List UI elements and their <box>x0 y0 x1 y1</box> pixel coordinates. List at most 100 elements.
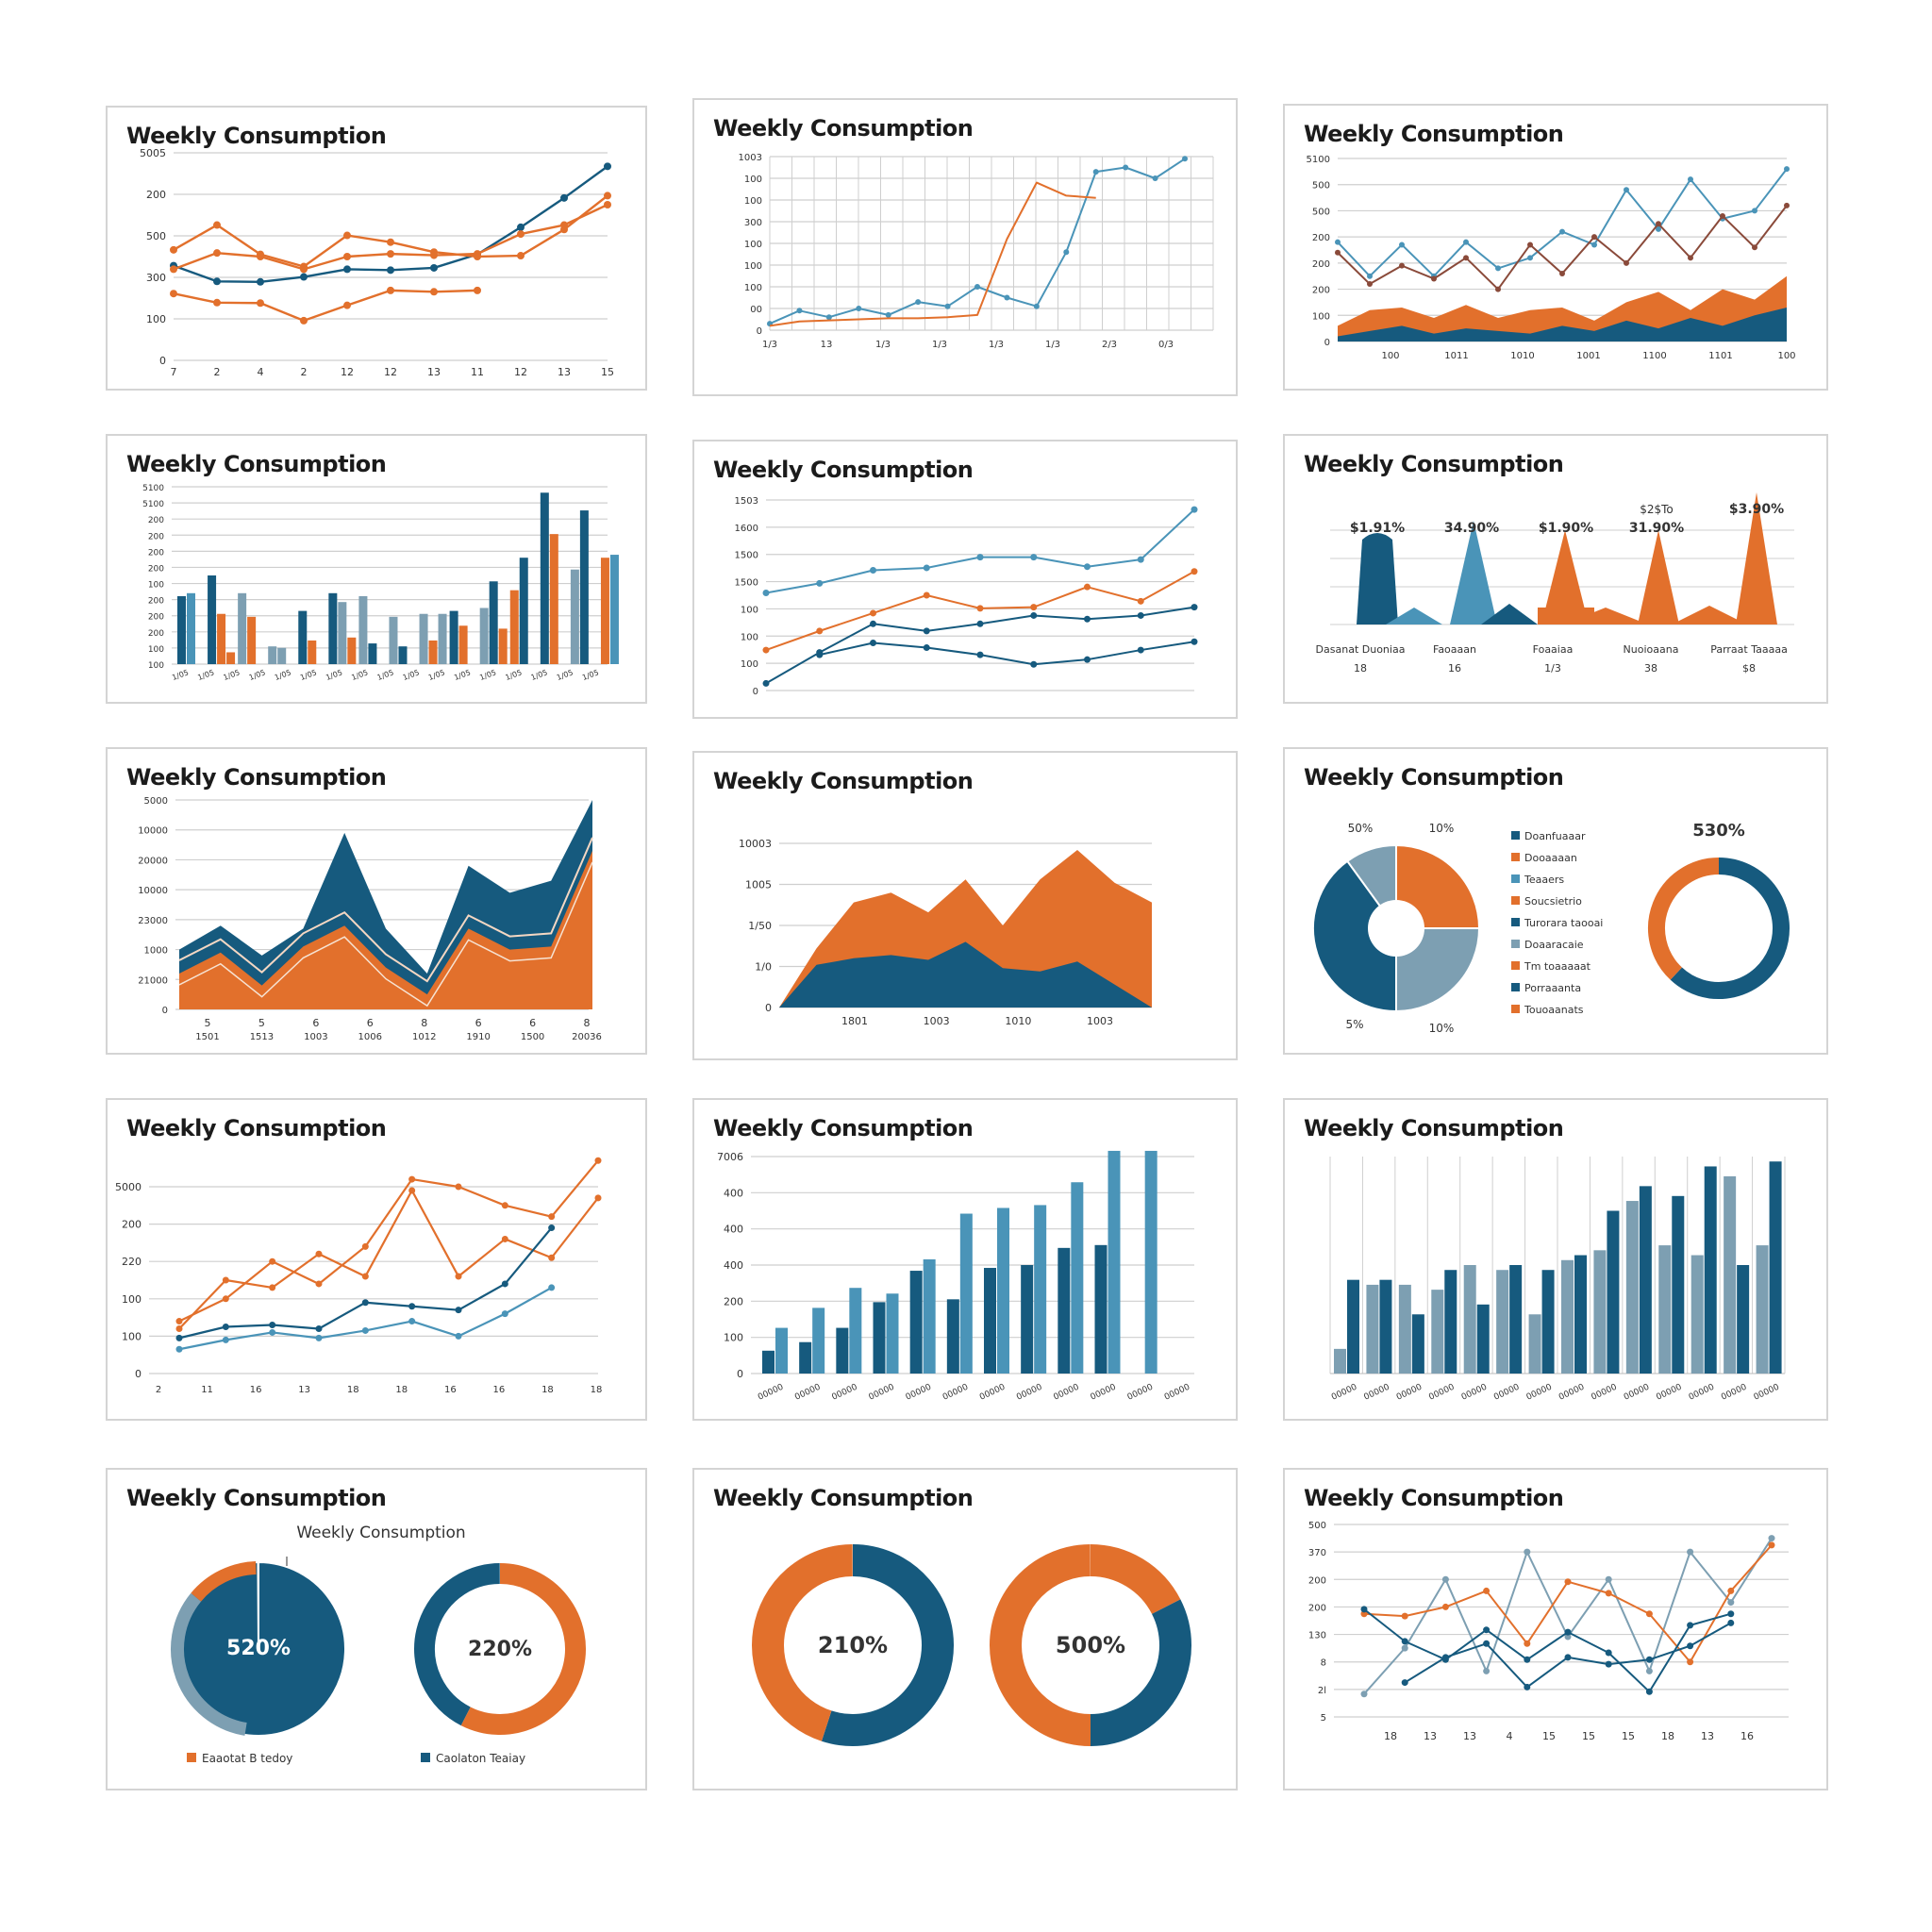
y-tick-label: 5100 <box>142 500 164 509</box>
donut-segment <box>1090 1599 1191 1746</box>
chart-title: Weekly Consumption <box>126 764 387 791</box>
x-tick-label: 1/3 <box>762 340 777 350</box>
y-tick-label: 200 <box>148 597 164 607</box>
legend-swatch <box>1511 918 1520 926</box>
series-line <box>765 606 1195 685</box>
data-point <box>175 1334 183 1341</box>
legend-swatch <box>1511 1005 1520 1013</box>
peak-area <box>1450 521 1497 625</box>
y-tick-label: 5 <box>1321 1713 1326 1724</box>
bar <box>799 1341 812 1374</box>
x-tick-label: 00000 <box>905 1382 933 1402</box>
data-point <box>517 252 525 260</box>
x-tick-label: 00000 <box>1427 1382 1456 1402</box>
x-tick-label: 1/3 <box>1045 340 1060 350</box>
x-tick-label: 00000 <box>1492 1382 1521 1402</box>
bar <box>1476 1304 1490 1374</box>
data-point <box>1727 1619 1735 1626</box>
bar <box>187 592 195 664</box>
x-tick-label: 00000 <box>1557 1382 1586 1402</box>
data-point <box>1656 221 1661 227</box>
x-tick-label: 00000 <box>1163 1382 1191 1402</box>
peak-area <box>1541 530 1589 625</box>
pie-slice <box>1312 859 1397 1013</box>
bar <box>570 569 579 664</box>
data-point <box>1687 1658 1694 1666</box>
y-tick-label: 0 <box>765 1002 772 1014</box>
data-point <box>1063 249 1070 256</box>
bar <box>347 637 357 664</box>
data-point <box>343 231 351 240</box>
bar <box>549 534 558 664</box>
x-tick-label: 1/05 <box>530 668 549 682</box>
data-point <box>1123 164 1129 171</box>
data-point <box>1727 1599 1735 1607</box>
data-point <box>387 266 394 275</box>
bar <box>886 1293 899 1374</box>
x-tick-label: 00000 <box>1395 1382 1424 1402</box>
bar <box>1561 1259 1574 1374</box>
data-point <box>315 1280 323 1288</box>
data-point <box>430 288 438 296</box>
y-tick-label: 200 <box>148 516 164 525</box>
bar <box>600 558 609 664</box>
bar <box>1672 1195 1685 1374</box>
data-point <box>1768 1541 1775 1549</box>
data-point <box>1688 176 1693 183</box>
bar <box>238 592 247 664</box>
data-point <box>1367 273 1373 279</box>
data-point <box>923 564 930 572</box>
x-tick-label: 1/05 <box>478 668 497 682</box>
data-point <box>762 679 770 687</box>
data-label: 31.90% <box>1629 521 1684 536</box>
x-tick-label: 1011 <box>1444 351 1468 361</box>
x-tick-label: 1/05 <box>248 668 267 682</box>
category-label: Faoaaan <box>1433 643 1476 656</box>
x-tick-label: 1/05 <box>350 668 369 682</box>
x-tick-label: 1012 <box>412 1032 436 1042</box>
data-label: $1.91% <box>1350 521 1405 536</box>
chart-card-13: Weekly Consumption 520% Weekly Consumption… <box>106 1468 647 1790</box>
y-tick-label: 200 <box>1308 1603 1326 1613</box>
peak-area <box>1638 530 1679 625</box>
data-point <box>885 311 891 318</box>
y-tick-label: 1003 <box>739 153 762 163</box>
y-tick-label: 400 <box>724 1259 743 1272</box>
chart-svg: 0 1/0 1/50 1005 10003 1801 1003 1010 1003 <box>739 838 1152 1027</box>
y-tick-label: 100 <box>744 175 762 185</box>
data-point <box>560 193 568 202</box>
y-tick-label: 100 <box>122 1330 142 1342</box>
series-line <box>178 1286 553 1351</box>
y-tick-label: 300 <box>744 218 762 228</box>
chart-card-8: Weekly Consumption 0 1/0 1/50 1005 10003 1801 1… <box>692 751 1238 1060</box>
data-point <box>455 1183 462 1191</box>
bar <box>438 613 447 664</box>
data-point <box>455 1332 462 1340</box>
x-tick-label: 00000 <box>1655 1382 1683 1402</box>
x-tick-label: 1010 <box>1510 351 1534 361</box>
bar <box>398 646 408 664</box>
y-tick-label: 00 <box>750 305 762 315</box>
chart-title: Weekly Consumption <box>126 451 387 477</box>
x-tick-label: 1/05 <box>402 668 421 682</box>
x-tick-label: 12 <box>514 366 527 378</box>
chart-card-6: Weekly Consumption $1.91% 34.90% $1.90% 31.9… <box>1283 434 1828 704</box>
x-tick-label: 00000 <box>1460 1382 1489 1402</box>
series-line <box>765 508 1195 594</box>
data-point <box>1360 1690 1368 1698</box>
x-tick-label: 18 <box>591 1385 603 1395</box>
data-point <box>1524 1683 1531 1690</box>
x-tick-label: 00000 <box>1015 1382 1043 1402</box>
x-tick-label: 18 <box>347 1385 359 1395</box>
x-tick-label: 16 <box>444 1385 457 1395</box>
y-tick-label: 5005 <box>140 147 166 159</box>
donut-label: 500% <box>1056 1632 1125 1658</box>
donut-segment <box>460 1563 586 1735</box>
data-point <box>976 605 984 612</box>
data-point <box>1527 242 1533 248</box>
bar <box>368 643 377 664</box>
data-point <box>1483 1587 1491 1594</box>
bar <box>358 595 368 664</box>
legend-label: Dooaaaan <box>1524 852 1577 864</box>
data-point <box>1401 1644 1408 1652</box>
